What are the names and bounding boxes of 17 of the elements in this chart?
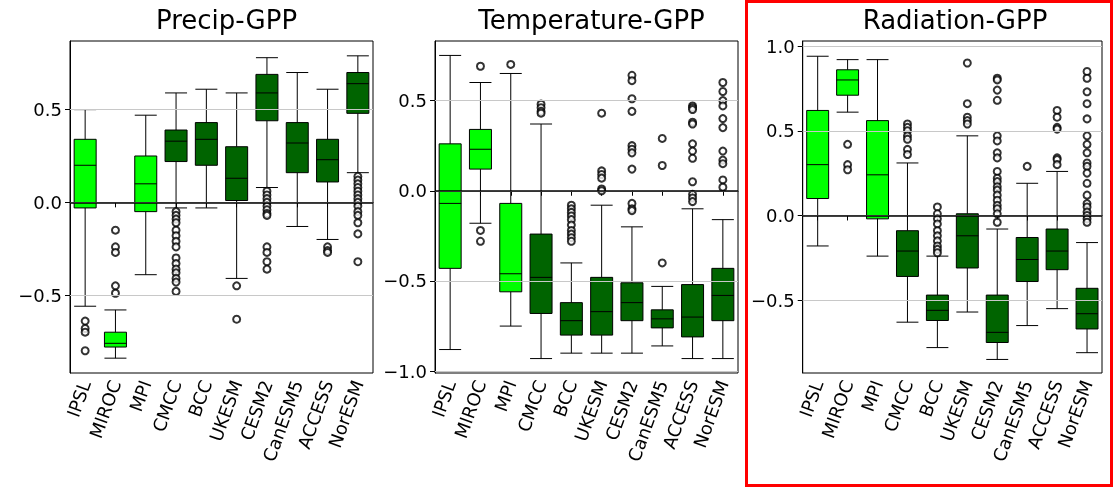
chart-title: Precip-GPP <box>155 5 298 35</box>
x-tick-label: MPI <box>125 377 156 415</box>
y-tick-label: −0.5 <box>18 284 62 306</box>
y-tick-label: 0.0 <box>398 180 427 202</box>
y-tick-label: 0.5 <box>398 90 427 112</box>
y-tick-label: 0.0 <box>766 204 795 226</box>
y-tick-label: −0.5 <box>383 270 427 292</box>
y-tick-label: 1.0 <box>766 35 795 57</box>
y-tick-label: −1.0 <box>383 360 427 382</box>
x-tick-label: MPI <box>490 377 521 415</box>
y-tick-label: 0.5 <box>766 120 795 142</box>
y-tick-label: 0.0 <box>33 191 62 213</box>
y-tick-label: −0.5 <box>750 289 795 311</box>
chart-title: Radiation-GPP <box>862 5 1048 35</box>
x-tick-label: MPI <box>856 377 888 415</box>
y-tick-label: 0.5 <box>33 99 62 121</box>
chart-title: Temperature-GPP <box>477 5 705 35</box>
